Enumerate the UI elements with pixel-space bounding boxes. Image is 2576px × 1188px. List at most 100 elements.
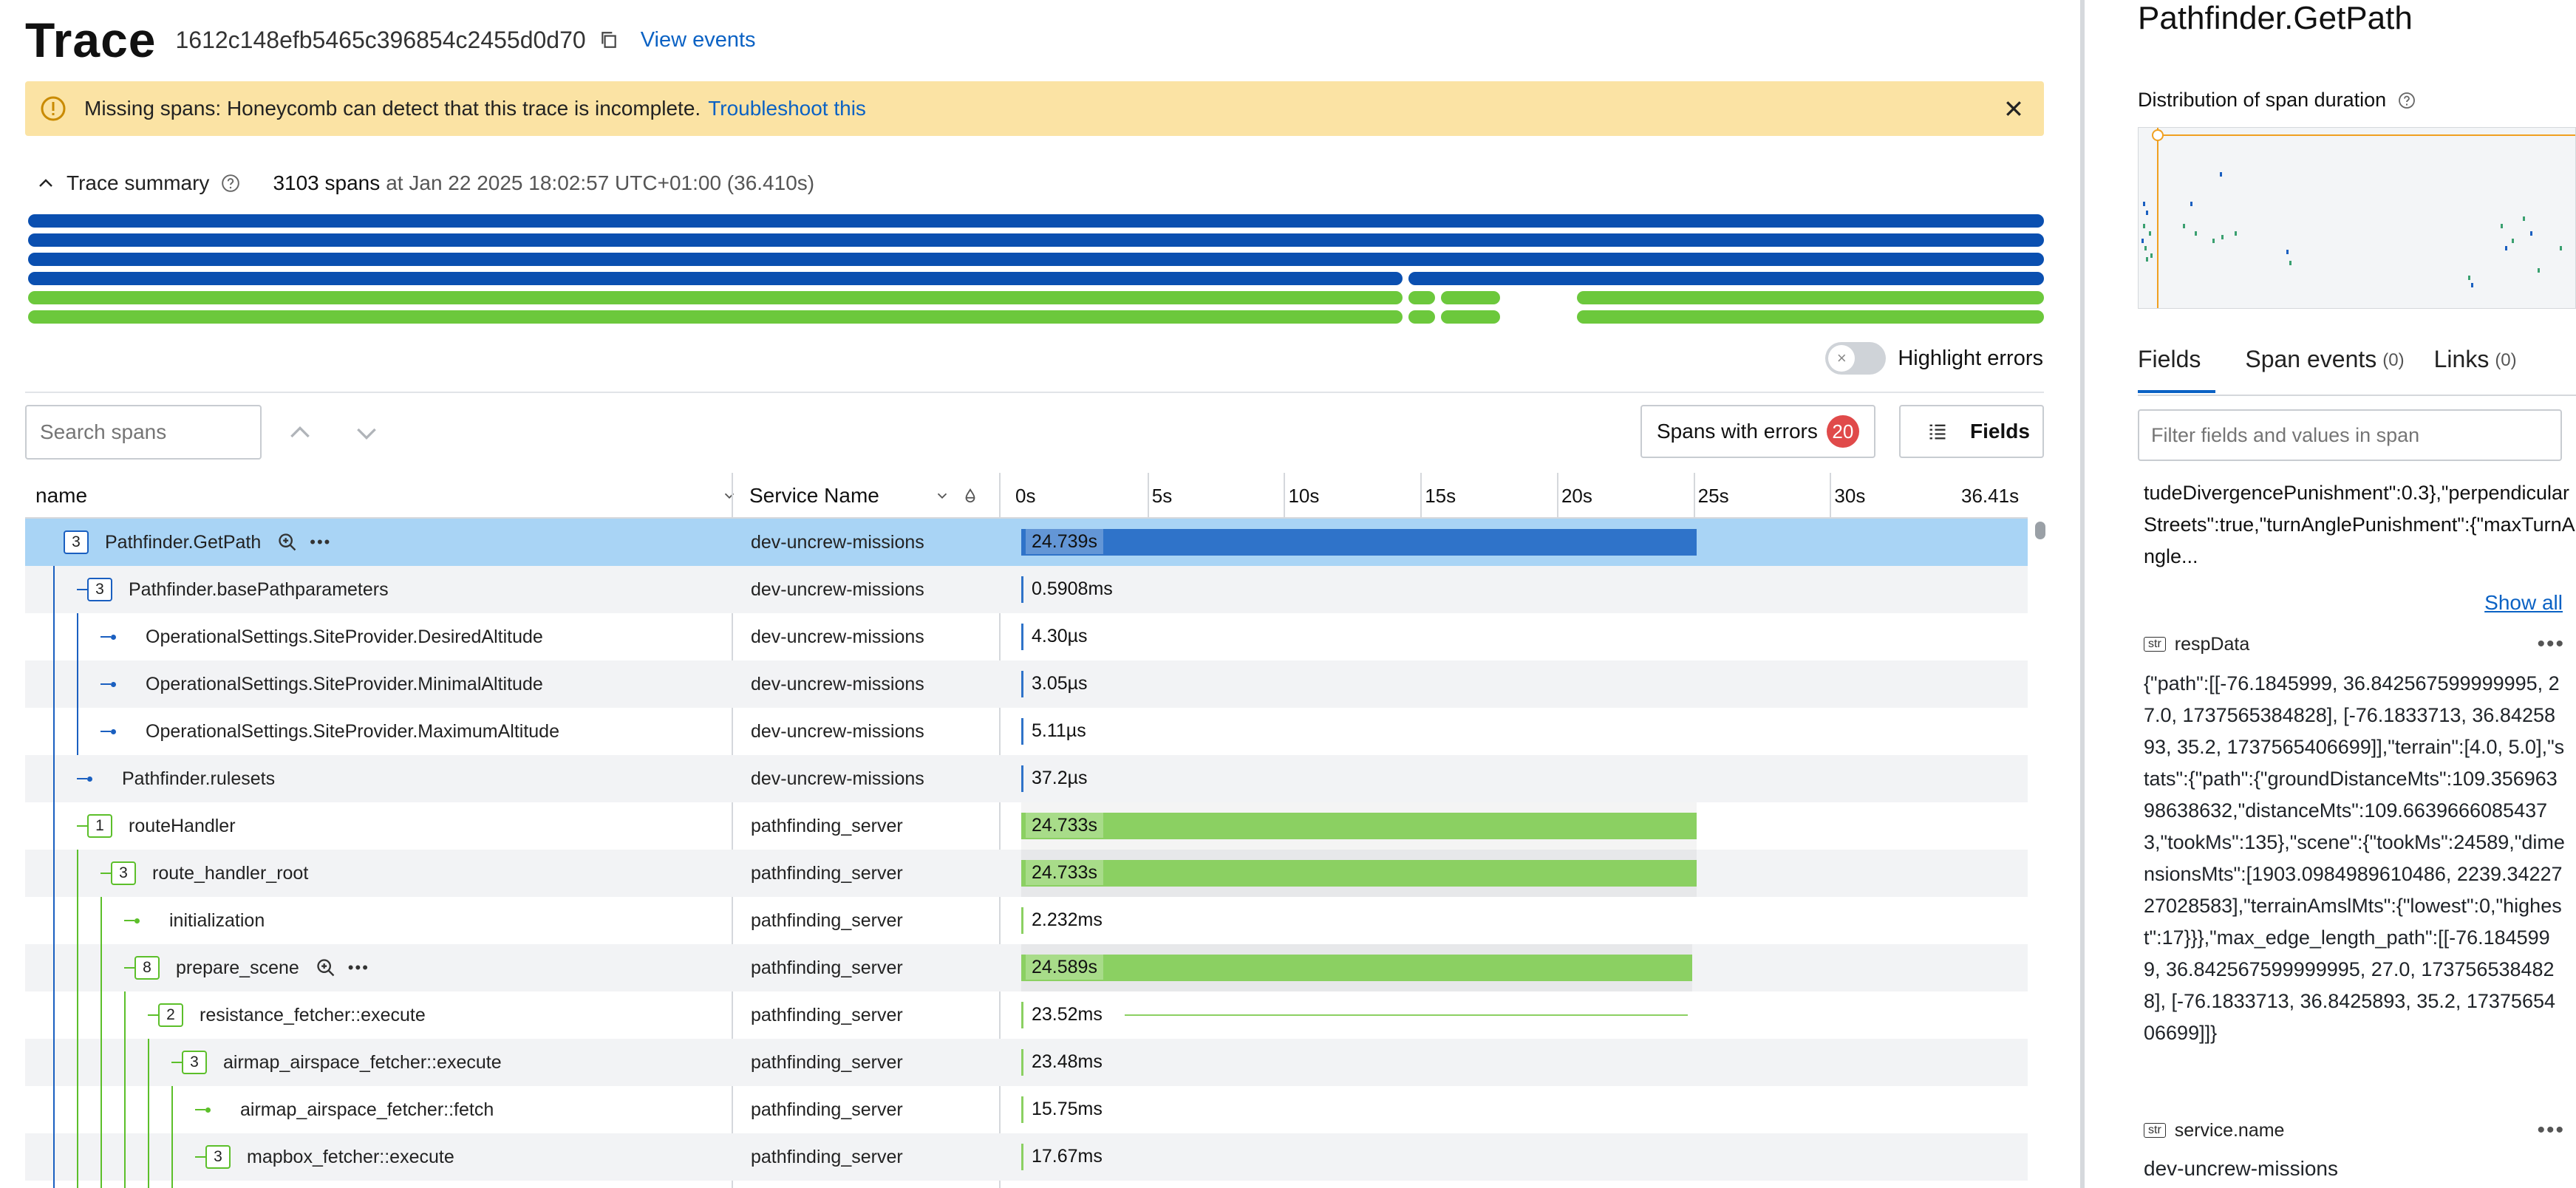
- service-column-header[interactable]: Service Name: [749, 473, 986, 519]
- search-spans-input[interactable]: [25, 405, 262, 460]
- copy-icon[interactable]: [599, 30, 619, 50]
- chevron-down-icon[interactable]: [721, 488, 737, 504]
- tree-elbow: [100, 636, 111, 638]
- tab-label: Span events: [2245, 346, 2377, 372]
- zoom-icon[interactable]: [277, 532, 298, 553]
- span-row[interactable]: airmap_airspace_fetcher::fetch pathfindin…: [25, 1086, 2028, 1133]
- span-name: mapbox_fetcher::execute: [247, 1146, 454, 1167]
- child-count-badge[interactable]: 3: [64, 530, 89, 554]
- child-count-badge[interactable]: 2: [158, 1003, 183, 1027]
- column-separator[interactable]: [999, 473, 1001, 1188]
- span-duration-bar[interactable]: [1021, 1049, 1023, 1076]
- span-row[interactable]: 3 airmap_airspace_fetcher::execute pathfin…: [25, 1039, 2028, 1086]
- span-row[interactable]: initialization pathfinding_server 2.232ms: [25, 897, 2028, 944]
- minimap-bar: [1408, 291, 1435, 304]
- heatmap-cell: [2146, 257, 2148, 262]
- span-name: routeHandler: [129, 815, 236, 836]
- span-duration-heatmap[interactable]: [2138, 127, 2576, 309]
- child-count-badge[interactable]: 1: [87, 814, 112, 838]
- trace-summary-toggle[interactable]: Trace summary: [67, 171, 210, 194]
- column-separator[interactable]: [732, 473, 733, 1188]
- detail-tabs: Fields Span events (0) Links (0): [2138, 346, 2576, 393]
- more-icon[interactable]: •••: [2537, 632, 2565, 656]
- span-row[interactable]: OperationalSettings.SiteProvider.Desired…: [25, 613, 2028, 660]
- field-name: respData: [2174, 633, 2250, 655]
- tab-fields[interactable]: Fields: [2138, 346, 2216, 393]
- span-duration-bar[interactable]: [1021, 1144, 1023, 1170]
- child-count-badge[interactable]: 3: [87, 578, 112, 601]
- more-icon[interactable]: •••: [310, 533, 332, 551]
- span-row[interactable]: 3 Pathfinder.basePathparameters dev-uncrew…: [25, 566, 2028, 613]
- show-all-link[interactable]: Show all: [2484, 591, 2563, 614]
- span-duration-bar[interactable]: [1021, 718, 1023, 745]
- span-name: OperationalSettings.SiteProvider.Minimal…: [146, 673, 543, 694]
- span-row[interactable]: OperationalSettings.SiteProvider.Minimal…: [25, 660, 2028, 708]
- span-name: Pathfinder.basePathparameters: [129, 578, 389, 600]
- child-count-badge[interactable]: 3: [182, 1051, 207, 1074]
- timeline-tick: 30s: [1834, 484, 1866, 507]
- leaf-dot: [111, 728, 116, 734]
- span-duration-bar[interactable]: [1021, 955, 1693, 981]
- scrollbar[interactable]: [2035, 522, 2045, 539]
- more-icon[interactable]: •••: [2537, 1118, 2565, 1142]
- spans-with-errors-button[interactable]: Spans with errors 20: [1640, 405, 1875, 458]
- span-row[interactable]: 3 route_handler_root pathfinding_server 24.…: [25, 850, 2028, 897]
- tab-links[interactable]: Links (0): [2434, 346, 2517, 393]
- span-duration-label: 24.733s: [1026, 860, 1103, 885]
- pane-resize-handle[interactable]: [2080, 0, 2085, 1188]
- chevron-down-icon[interactable]: [934, 488, 950, 504]
- help-icon[interactable]: [2398, 92, 2416, 109]
- span-row[interactable]: OperationalSettings.SiteProvider.Maximum…: [25, 708, 2028, 755]
- span-duration-label: 15.75ms: [1032, 1098, 1103, 1119]
- child-count-badge[interactable]: 3: [205, 1145, 231, 1169]
- span-duration-bar[interactable]: [1021, 907, 1023, 934]
- divider: [2138, 395, 2576, 396]
- chevron-up-icon[interactable]: [37, 174, 55, 192]
- span-row[interactable]: 3 mapbox_fetcher::execute pathfinding_serv…: [25, 1133, 2028, 1181]
- close-icon[interactable]: [2003, 98, 2025, 120]
- filter-fields-input[interactable]: [2138, 409, 2562, 461]
- span-duration-bar[interactable]: [1021, 765, 1023, 792]
- span-name: route_handler_root: [152, 862, 309, 884]
- span-row[interactable]: 3 Pathfinder.GetPath ••• dev-uncrew-mission…: [25, 519, 2028, 566]
- span-duration-bar[interactable]: [1021, 860, 1697, 887]
- heatmap-cell: [2143, 202, 2145, 206]
- span-duration-label: 24.733s: [1026, 813, 1103, 838]
- span-row[interactable]: Pathfinder.rulesets dev-uncrew-missions 37…: [25, 755, 2028, 802]
- span-name-cell: OperationalSettings.SiteProvider.Minimal…: [111, 660, 543, 708]
- span-duration-bar[interactable]: [1021, 1002, 1023, 1028]
- highlight-errors-toggle[interactable]: ×: [1825, 342, 1887, 375]
- span-row[interactable]: 8 prepare_scene ••• pathfinding_server 24.58…: [25, 944, 2028, 991]
- child-count-badge[interactable]: 8: [134, 956, 160, 980]
- tab-span-events[interactable]: Span events (0): [2245, 346, 2404, 393]
- span-duration-bar[interactable]: [1021, 671, 1023, 697]
- troubleshoot-link[interactable]: Troubleshoot this: [708, 97, 866, 120]
- span-duration-bar[interactable]: [1021, 529, 1697, 556]
- span-duration-label: 0.5908ms: [1032, 578, 1113, 599]
- span-duration-bar[interactable]: [1021, 1096, 1023, 1123]
- span-duration-label: 4.30µs: [1032, 625, 1088, 646]
- span-row[interactable]: [25, 1181, 2028, 1188]
- timeline-gridline: [1284, 473, 1286, 519]
- chevron-up-icon[interactable]: [285, 418, 315, 448]
- span-row[interactable]: 1 routeHandler pathfinding_server 24.733s: [25, 802, 2028, 850]
- highlight-errors-label: Highlight errors: [1898, 346, 2043, 370]
- help-icon[interactable]: [221, 174, 240, 193]
- span-duration-bar[interactable]: [1021, 624, 1023, 650]
- span-title: Pathfinder.GetPath: [2138, 0, 2413, 36]
- fields-button[interactable]: Fields: [1899, 405, 2044, 458]
- selected-span-dot: [2152, 129, 2164, 141]
- heatmap-cell: [2289, 261, 2292, 265]
- color-drop-icon[interactable]: [962, 488, 978, 504]
- span-duration-bar[interactable]: [1021, 576, 1023, 603]
- span-duration-bar[interactable]: [1021, 813, 1697, 839]
- view-events-link[interactable]: View events: [640, 27, 756, 52]
- child-count-badge[interactable]: 3: [111, 861, 136, 885]
- chevron-down-icon[interactable]: [352, 418, 381, 448]
- span-row[interactable]: 2 resistance_fetcher::execute pathfinding_…: [25, 991, 2028, 1039]
- zoom-icon[interactable]: [316, 957, 336, 978]
- name-column-header[interactable]: name: [35, 473, 737, 519]
- more-icon[interactable]: •••: [347, 958, 369, 977]
- tree-guide-line: [53, 991, 55, 1039]
- trace-minimap[interactable]: [28, 214, 2044, 327]
